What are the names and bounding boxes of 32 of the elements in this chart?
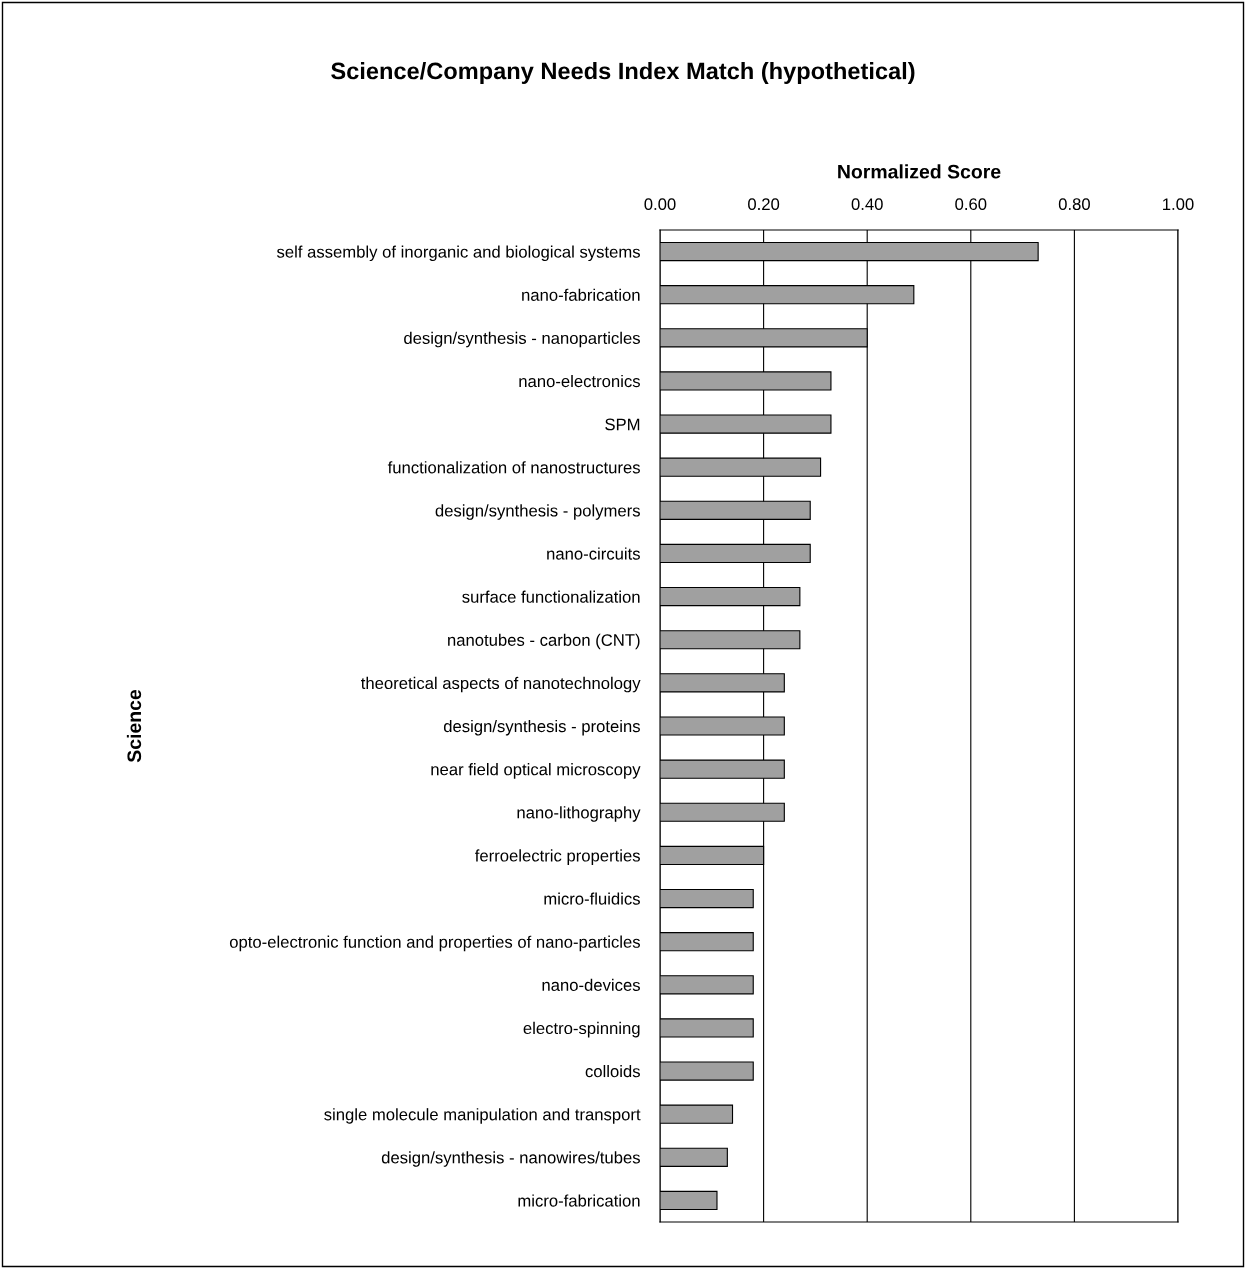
y-tick-label: colloids: [585, 1065, 640, 1078]
x-tick-label: 1.00: [1163, 198, 1194, 211]
y-tick-label: surface functionalization: [462, 590, 640, 603]
y-tick-label: theoretical aspects of nanotechnology: [361, 676, 641, 693]
x-tick-label: 0.80: [1058, 198, 1090, 211]
x-tick-label: 0.20: [748, 198, 780, 211]
y-tick-label: design/synthesis - proteins: [443, 719, 640, 736]
y-axis-title: Science: [126, 689, 142, 763]
y-tick-label: self assembly of inorganic and biological systems: [276, 245, 640, 262]
y-tick-label: functionalization of nanostructures: [387, 461, 640, 474]
y-tick-label: near field optical microscopy: [431, 763, 641, 779]
x-tick-label: 0.40: [851, 198, 883, 211]
y-tick-label: single molecule manipulation and transport: [324, 1108, 641, 1124]
y-tick-label: nano-circuits: [547, 547, 640, 560]
y-tick-label: design/synthesis - nanowires/tubes: [381, 1151, 640, 1167]
y-tick-label: design/synthesis - polymers: [435, 504, 640, 520]
y-tick-label: micro-fluidics: [544, 892, 640, 905]
y-tick-label: electro-spinning: [523, 1021, 640, 1038]
y-tick-label: SPM: [605, 418, 640, 431]
y-tick-label: micro-fabrication: [518, 1194, 640, 1207]
y-tick-label: nano-fabrication: [522, 288, 640, 301]
y-tick-label: nano-electronics: [519, 374, 640, 388]
y-tick-label: opto-electronic function and properties of nano-particles: [229, 935, 640, 952]
y-tick-label: nano-lithography: [517, 806, 641, 822]
chart-title: Science/Company Needs Index Match (hypothetical): [331, 62, 915, 84]
y-tick-label: design/synthesis - nanoparticles: [404, 331, 640, 348]
y-tick-label: ferroelectric properties: [475, 849, 640, 865]
x-tick-label: 0.60: [955, 198, 987, 211]
y-tick-label: nano-devices: [542, 978, 640, 991]
x-tick-label: 0.00: [644, 198, 676, 211]
x-axis-title: Normalized Score: [838, 164, 1001, 179]
y-tick-label: nanotubes - carbon (CNT): [448, 633, 640, 650]
